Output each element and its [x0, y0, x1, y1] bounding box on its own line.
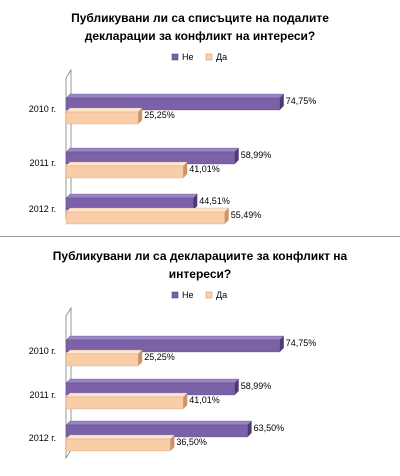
- chart1-bar-da: [65, 211, 225, 225]
- chart2-legend-swatch-da: [205, 291, 213, 299]
- chart2-legend-swatch-ne: [171, 291, 179, 299]
- chart2-bar-ne-end: [279, 336, 284, 352]
- chart2-bar-da-top: [65, 349, 143, 355]
- chart1-bar-ne-end: [234, 148, 239, 164]
- chart1-data-label-da: 25,25%: [144, 110, 175, 120]
- chart1-data-label-ne: 74,75%: [286, 96, 317, 106]
- chart2-data-label-ne: 74,75%: [286, 338, 317, 348]
- chart1-bar-ne: [65, 97, 280, 111]
- chart2-data-label-ne: 63,50%: [254, 423, 285, 433]
- chart2-bar-ne-top: [65, 335, 285, 341]
- chart2-bar-da-top: [65, 434, 175, 440]
- chart1-bar-da-top: [65, 207, 230, 213]
- chart1-bar-da: [65, 165, 184, 179]
- chart2-data-label-da: 41,01%: [189, 395, 220, 405]
- chart2-bar-da: [65, 438, 171, 452]
- chart-1: Публикувани ли са списъците на подалите д…: [0, 0, 400, 236]
- chart2-data-label-da: 36,50%: [176, 437, 207, 447]
- chart-2: Публикувани ли са декларациите за конфли…: [0, 237, 400, 476]
- chart1-legend-swatch-da: [205, 53, 213, 61]
- chart-1-svg: Публикувани ли са списъците на подалите д…: [29, 11, 329, 225]
- chart1-data-label-da: 55,49%: [231, 210, 262, 220]
- chart2-bar-ne-top: [65, 420, 252, 426]
- chart2-bar-da-top: [65, 392, 188, 398]
- chart2-bar-da: [65, 353, 139, 367]
- chart2-data-label-ne: 58,99%: [241, 381, 272, 391]
- chart1-data-label-da: 41,01%: [189, 164, 220, 174]
- chart2-bar-ne-top: [65, 378, 240, 384]
- chart2-bar-da-end: [183, 393, 188, 409]
- chart1-bar-ne-top: [65, 147, 240, 153]
- chart-divider: [0, 236, 400, 237]
- chart1-legend-label-da: Да: [216, 52, 227, 62]
- chart1-bar-da-end: [138, 108, 143, 124]
- chart2-category-label: 2010 г.: [29, 346, 56, 356]
- chart1-bar-da-top: [65, 107, 143, 113]
- chart2-title: Публикувани ли са декларациите за конфли…: [53, 249, 348, 281]
- chart1-title-line: декларации за конфликт на интереси?: [85, 29, 316, 43]
- chart2-bar-ne: [65, 339, 280, 353]
- chart2-bar-da-end: [170, 435, 175, 451]
- chart1-title-line: Публикувани ли са списъците на подалите: [71, 11, 329, 25]
- chart1-legend-label-ne: Не: [182, 52, 194, 62]
- chart2-category-label: 2012 г.: [29, 433, 56, 443]
- chart2-category-label: 2011 г.: [29, 390, 56, 400]
- chart2-data-label-da: 25,25%: [144, 352, 175, 362]
- chart1-category-label: 2011 г.: [29, 158, 56, 168]
- chart2-bar-ne-end: [247, 421, 252, 437]
- chart2-bar-da-end: [138, 350, 143, 366]
- chart1-bar-da: [65, 111, 139, 125]
- chart1-legend-swatch-ne: [171, 53, 179, 61]
- chart1-data-label-ne: 44,51%: [199, 196, 230, 206]
- chart1-bar-da-top: [65, 161, 188, 167]
- chart1-title: Публикувани ли са списъците на подалите д…: [71, 11, 329, 43]
- chart1-data-label-ne: 58,99%: [241, 150, 272, 160]
- chart1-bar-da-end: [183, 162, 188, 178]
- chart1-bar-da-end: [224, 208, 229, 224]
- chart1-bar-ne-end: [193, 194, 198, 210]
- chart1-bar-ne-top: [65, 93, 285, 99]
- chart1-category-label: 2010 г.: [29, 104, 56, 114]
- chart2-title-line: Публикувани ли са декларациите за конфли…: [53, 249, 348, 263]
- chart2-title-line: интереси?: [169, 267, 231, 281]
- chart-2-svg: Публикувани ли са декларациите за конфли…: [29, 249, 348, 460]
- chart1-bar-ne-top: [65, 193, 198, 199]
- chart1-bar-ne-end: [279, 94, 284, 110]
- chart2-legend-label-da: Да: [216, 290, 227, 300]
- chart2-bar-da: [65, 396, 184, 410]
- chart1-category-label: 2012 г.: [29, 204, 56, 214]
- chart2-legend-label-ne: Не: [182, 290, 194, 300]
- chart2-bar-ne-end: [234, 379, 239, 395]
